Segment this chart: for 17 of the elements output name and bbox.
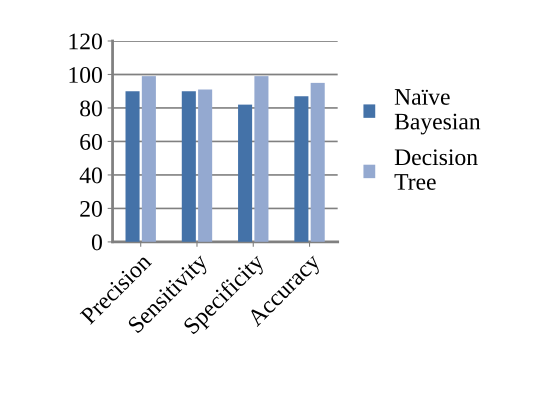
legend-label: Naïve Bayesian (394, 89, 480, 134)
bar (310, 82, 325, 242)
y-tick-label: 60 (80, 134, 102, 150)
bar (254, 76, 268, 242)
bar (238, 104, 252, 242)
bar (126, 91, 140, 242)
bar (142, 76, 156, 242)
y-tick-label: 100 (70, 66, 102, 83)
legend-label: Decision Tree (394, 149, 478, 190)
y-tick-label: 0 (92, 234, 102, 250)
y-tick-label: 120 (70, 33, 102, 50)
y-tick-label: 80 (80, 100, 102, 116)
bar (198, 90, 212, 242)
y-tick-label: 20 (80, 200, 102, 217)
y-tick-label: 40 (80, 167, 102, 184)
bar (182, 91, 196, 242)
bar (294, 96, 308, 242)
